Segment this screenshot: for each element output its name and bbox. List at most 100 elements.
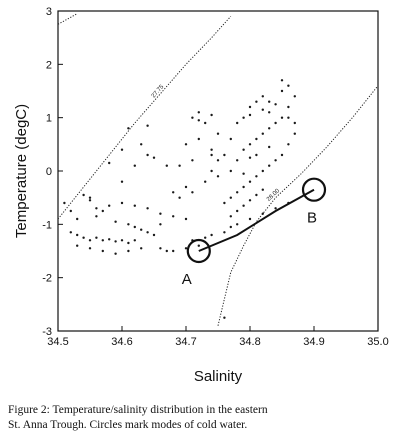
data-point — [140, 143, 143, 146]
data-point — [268, 111, 271, 114]
data-point — [69, 231, 73, 234]
data-point — [127, 223, 130, 226]
data-point — [88, 199, 92, 202]
data-point — [165, 249, 168, 253]
plot-frame — [57, 10, 379, 332]
x-tick-label: 34.9 — [303, 336, 324, 348]
data-point — [159, 212, 162, 215]
data-point — [223, 153, 226, 157]
data-point — [255, 193, 258, 197]
data-point — [204, 121, 207, 125]
data-points-layer — [63, 79, 296, 319]
data-point — [133, 204, 136, 207]
y-axis-title: Temperature (degC) — [13, 104, 30, 238]
isopycnal-curve — [58, 13, 78, 25]
data-point — [120, 180, 124, 183]
isopycnal-label: 27.75 — [151, 84, 166, 100]
data-point — [216, 175, 220, 178]
data-point — [261, 169, 264, 173]
data-point — [172, 215, 175, 218]
data-point — [76, 217, 79, 221]
data-point — [280, 89, 284, 93]
data-point — [248, 217, 252, 221]
mode-circle-a — [186, 238, 211, 264]
data-point — [242, 148, 245, 151]
data-point — [108, 238, 111, 241]
data-point — [140, 228, 143, 231]
data-point — [95, 215, 98, 218]
data-point — [280, 116, 284, 119]
data-point — [197, 119, 200, 122]
y-tick-label: 1 — [46, 113, 52, 125]
data-point — [197, 111, 200, 114]
data-point — [216, 132, 220, 135]
data-point — [159, 247, 162, 250]
data-point — [101, 239, 105, 242]
data-point — [293, 95, 296, 98]
data-point — [236, 209, 239, 213]
data-point — [236, 159, 239, 162]
data-point — [63, 201, 66, 205]
data-point — [146, 207, 149, 210]
data-point — [114, 240, 117, 243]
data-point — [210, 113, 213, 117]
isopycnal-label: 28.00 — [266, 188, 282, 203]
data-point — [184, 217, 188, 221]
data-point — [204, 236, 207, 239]
data-point — [133, 225, 136, 229]
data-point — [82, 193, 85, 197]
data-point — [229, 137, 232, 141]
data-point — [242, 116, 245, 119]
data-point — [280, 79, 284, 82]
data-point — [255, 137, 258, 141]
data-point — [108, 161, 111, 165]
data-point — [236, 223, 239, 226]
data-point — [255, 175, 258, 178]
data-point — [261, 132, 264, 135]
y-tick-label: 3 — [46, 6, 52, 18]
data-point — [248, 180, 252, 183]
data-point — [287, 116, 290, 119]
data-point — [88, 239, 92, 242]
data-point — [229, 169, 232, 173]
data-point — [261, 95, 264, 98]
data-point — [261, 212, 264, 215]
x-tick-label: 34.5 — [47, 336, 68, 348]
mode-label-a: A — [182, 271, 192, 288]
data-point — [88, 247, 92, 250]
mode-circle-b — [301, 177, 327, 202]
data-point — [197, 244, 200, 247]
data-point — [152, 156, 156, 159]
data-point — [229, 225, 232, 229]
data-point — [248, 113, 252, 117]
data-point — [255, 100, 258, 103]
data-point — [236, 121, 239, 125]
data-point — [69, 209, 73, 213]
data-point — [191, 116, 194, 119]
y-tick-label: 0 — [46, 166, 52, 178]
data-point — [114, 220, 117, 223]
data-point — [197, 137, 200, 141]
data-point — [287, 84, 290, 87]
data-point — [95, 207, 98, 210]
data-point — [101, 209, 105, 213]
caption-line-1: Figure 2: Temperature/salinity distribut… — [8, 404, 268, 416]
data-point — [229, 196, 232, 199]
data-point — [210, 233, 213, 237]
data-point — [152, 233, 156, 237]
data-point — [172, 191, 175, 194]
data-point — [274, 207, 277, 210]
data-point — [127, 241, 130, 245]
data-point — [223, 316, 226, 319]
x-tick-label: 34.8 — [239, 336, 260, 348]
data-point — [280, 153, 284, 157]
data-point — [146, 231, 149, 234]
data-point — [268, 127, 271, 130]
data-point — [133, 164, 136, 167]
data-point — [287, 143, 290, 146]
y-tick-label: 2 — [46, 59, 52, 71]
data-point — [268, 100, 271, 103]
x-axis-title: Salinity — [194, 368, 243, 385]
data-point — [210, 153, 213, 157]
